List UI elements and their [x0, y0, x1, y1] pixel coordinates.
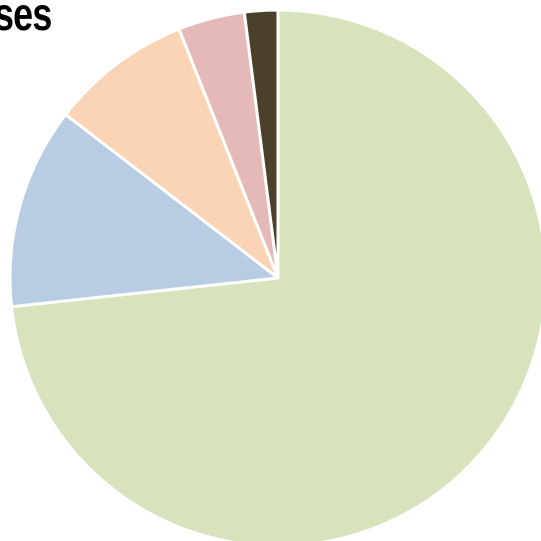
pie-slice-1 — [10, 8, 541, 541]
pie-slice-5 — [242, 8, 280, 280]
chart-title: ses — [0, 0, 52, 40]
pie-slice-2 — [8, 113, 280, 309]
pie-slice-3 — [64, 27, 280, 280]
